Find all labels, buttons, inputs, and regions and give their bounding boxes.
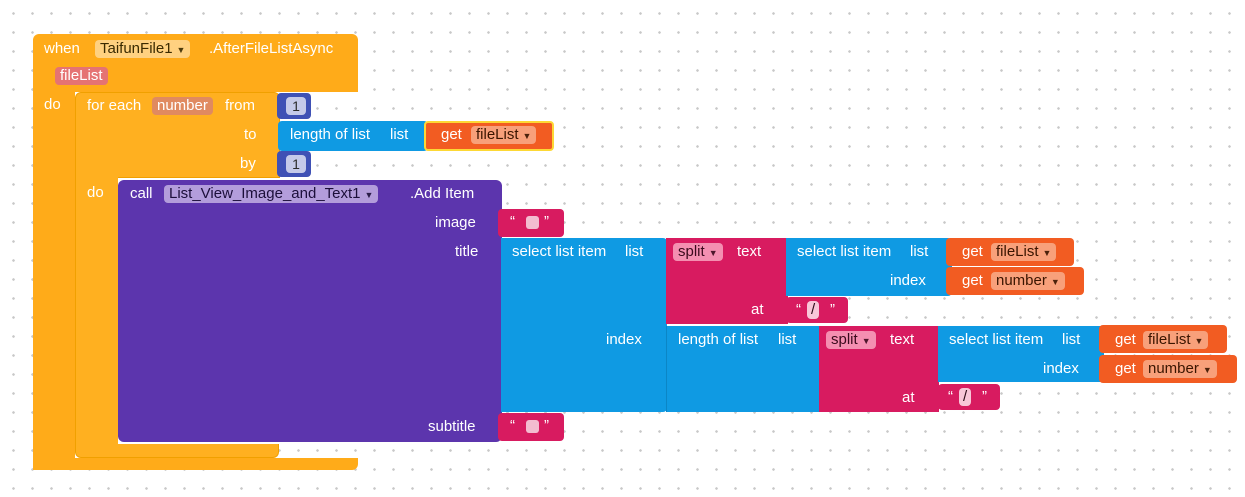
for-each-var-number[interactable]: number <box>152 97 213 115</box>
to-label: to <box>244 126 257 143</box>
slash-text-value[interactable]: / <box>959 388 972 406</box>
chevron-down-icon: ▼ <box>364 190 374 200</box>
chevron-down-icon: ▼ <box>861 336 871 346</box>
get-filelist-var: fileList <box>476 126 519 143</box>
open-quote: “ <box>510 213 515 230</box>
chevron-down-icon: ▼ <box>522 131 532 141</box>
close-quote: ” <box>830 301 835 318</box>
for-each-var-label: number <box>157 97 208 114</box>
get-label: get <box>962 272 983 289</box>
from-number-value[interactable]: 1 <box>286 97 306 115</box>
slash-value: / <box>963 388 968 405</box>
by-number-block[interactable]: 1 <box>277 151 311 177</box>
chevron-down-icon: ▼ <box>176 45 186 55</box>
call-label: call <box>130 185 153 202</box>
by-label: by <box>240 155 256 172</box>
select-list-item-label: select list item <box>512 243 607 260</box>
split-text-label: text <box>890 331 915 348</box>
split-at-label: at <box>902 389 915 406</box>
event-block-left-arm <box>33 90 75 470</box>
param-filelist-label: fileList <box>60 67 103 84</box>
close-quote: ” <box>982 388 987 405</box>
for-each-label: for each <box>87 97 142 114</box>
split-text-label: text <box>737 243 762 260</box>
open-quote: “ <box>948 388 953 405</box>
event-name: .AfterFileListAsync <box>209 40 334 57</box>
get-number-dropdown[interactable]: number ▼ <box>991 272 1065 290</box>
split-dropdown[interactable]: split ▼ <box>673 243 723 261</box>
subtitle-text-block[interactable]: “ ” <box>498 413 564 441</box>
image-text-block[interactable]: “ ” <box>498 209 564 237</box>
component-dropdown-taifunfile[interactable]: TaifunFile1 ▼ <box>95 40 191 58</box>
text-value-empty[interactable] <box>526 216 539 229</box>
select-list-item-label: select list item <box>797 243 892 260</box>
length-list-label: list <box>390 126 409 143</box>
by-number-value[interactable]: 1 <box>286 155 306 173</box>
split-dropdown[interactable]: split ▼ <box>826 331 876 349</box>
when-label: when <box>44 40 80 57</box>
slash-text-block[interactable]: “ / ” <box>938 384 1000 410</box>
get-number-dropdown[interactable]: number ▼ <box>1143 360 1217 378</box>
length-of-list-label: length of list <box>678 331 759 348</box>
get-label: get <box>1115 331 1136 348</box>
param-filelist[interactable]: fileList <box>55 67 108 85</box>
length-list-label: list <box>778 331 797 348</box>
event-block-bottom <box>33 458 358 470</box>
select-list-label: list <box>625 243 644 260</box>
add-item-method: .Add Item <box>410 185 475 202</box>
slash-text-value[interactable]: / <box>807 301 820 319</box>
split-label: split <box>678 243 705 260</box>
listview-component-name: List_View_Image_and_Text1 <box>169 185 361 202</box>
get-label: get <box>441 126 462 143</box>
open-quote: “ <box>510 417 515 434</box>
for-each-left-arm <box>75 176 118 452</box>
get-label: get <box>1115 360 1136 377</box>
chevron-down-icon: ▼ <box>1194 336 1204 346</box>
get-number-var: number <box>1148 360 1199 377</box>
select-index-label: index <box>606 331 642 348</box>
slash-value: / <box>811 301 816 318</box>
get-filelist-dropdown[interactable]: fileList ▼ <box>471 126 537 144</box>
length-of-list-block-index[interactable] <box>666 326 820 412</box>
from-number-block[interactable]: 1 <box>277 93 311 119</box>
get-number-var: number <box>996 272 1047 289</box>
from-label: from <box>225 97 255 114</box>
chevron-down-icon: ▼ <box>1202 365 1212 375</box>
call-add-item-block[interactable] <box>118 180 502 442</box>
close-quote: ” <box>544 213 549 230</box>
component-dropdown-listview[interactable]: List_View_Image_and_Text1 ▼ <box>164 185 379 203</box>
split-at-label: at <box>751 301 764 318</box>
select-list-item-block-inner[interactable] <box>786 238 952 296</box>
get-filelist-dropdown[interactable]: fileList ▼ <box>1143 331 1209 349</box>
slash-text-block[interactable]: “ / ” <box>786 297 848 323</box>
get-filelist-dropdown[interactable]: fileList ▼ <box>991 243 1057 261</box>
select-list-item-block-index[interactable] <box>938 326 1104 382</box>
select-list-label: list <box>1062 331 1081 348</box>
event-do-label: do <box>44 96 61 113</box>
select-index-label: index <box>1043 360 1079 377</box>
chevron-down-icon: ▼ <box>1042 248 1052 258</box>
component-name: TaifunFile1 <box>100 40 173 57</box>
get-filelist-var: fileList <box>996 243 1039 260</box>
for-each-do-label: do <box>87 184 104 201</box>
get-filelist-var: fileList <box>1148 331 1191 348</box>
split-label: split <box>831 331 858 348</box>
image-label: image <box>435 214 476 231</box>
title-label: title <box>455 243 479 260</box>
select-list-item-block-title[interactable] <box>501 238 667 412</box>
open-quote: “ <box>796 301 801 318</box>
chevron-down-icon: ▼ <box>708 248 718 258</box>
get-label: get <box>962 243 983 260</box>
select-index-label: index <box>890 272 926 289</box>
length-of-list-label: length of list <box>290 126 371 143</box>
length-of-list-block-to[interactable] <box>278 121 428 151</box>
select-list-item-label: select list item <box>949 331 1044 348</box>
text-value-empty[interactable] <box>526 420 539 433</box>
chevron-down-icon: ▼ <box>1050 277 1060 287</box>
close-quote: ” <box>544 417 549 434</box>
subtitle-label: subtitle <box>428 418 476 435</box>
select-list-label: list <box>910 243 929 260</box>
for-each-bottom <box>75 444 279 458</box>
